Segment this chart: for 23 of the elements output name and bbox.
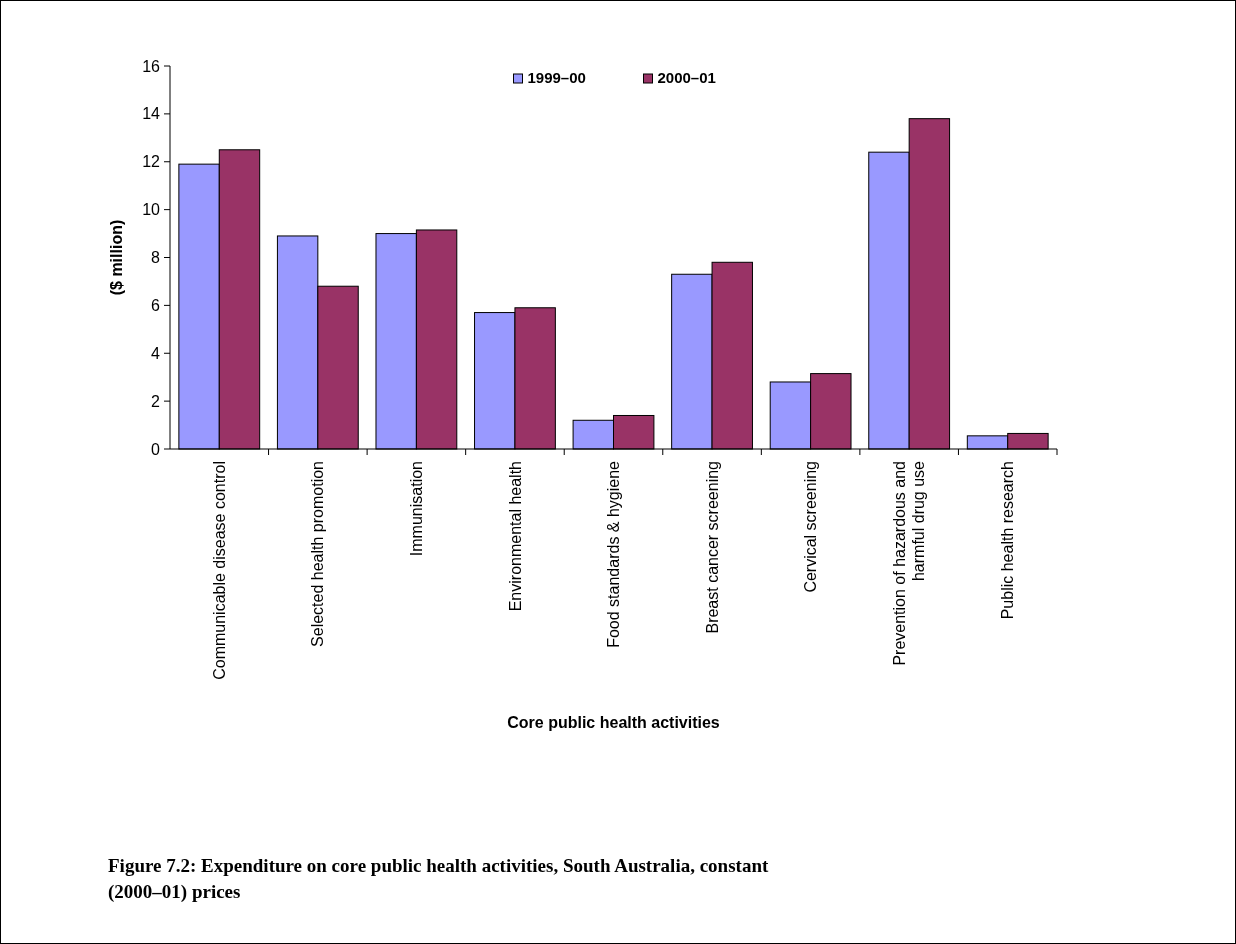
- x-tick-label: Communicable disease control: [210, 461, 228, 680]
- caption: Figure 7.2: Expenditure on core public health activities, South Australia, constant (2000–01) prices: [108, 855, 769, 903]
- x-tick-label: Selected health promotion: [309, 461, 327, 647]
- legend-label: 2000–01: [657, 69, 716, 86]
- y-tick-label: 10: [142, 201, 161, 219]
- y-tick-label: 16: [142, 57, 161, 75]
- x-tick-label: Public health research: [999, 461, 1017, 620]
- y-axis-title: ($ million): [108, 219, 125, 296]
- x-tick-label: Breast cancer screening: [703, 461, 721, 634]
- x-tick-label: Immunisation: [407, 461, 425, 557]
- x-axis-title: Core public health activities: [507, 714, 720, 731]
- legend-label: 1999–00: [527, 69, 586, 86]
- y-tick-label: 2: [151, 392, 161, 410]
- y-tick-label: 8: [151, 249, 161, 267]
- x-tick-label: Food standards & hygiene: [605, 460, 623, 648]
- y-tick-label: 6: [151, 296, 161, 314]
- y-tick-label: 14: [142, 105, 161, 123]
- y-tick-label: 4: [151, 344, 161, 362]
- x-tick-label: Cervical screening: [802, 461, 820, 593]
- y-tick-label: 12: [142, 153, 161, 171]
- y-tick-label: 0: [151, 440, 161, 458]
- x-tick-label: Prevention of hazardous and harmful drug use: [891, 460, 928, 666]
- x-tick-label: Environmental health: [506, 461, 524, 612]
